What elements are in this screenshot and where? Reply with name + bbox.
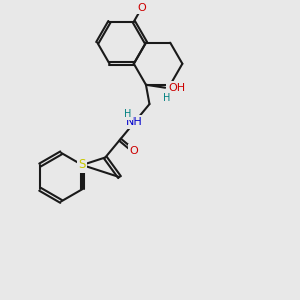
Text: O: O [129, 146, 138, 156]
Text: H: H [124, 109, 131, 118]
Text: H: H [163, 93, 170, 103]
Text: OH: OH [168, 83, 185, 93]
Text: S: S [79, 158, 86, 172]
Text: NH: NH [126, 117, 143, 127]
Text: O: O [138, 2, 146, 13]
